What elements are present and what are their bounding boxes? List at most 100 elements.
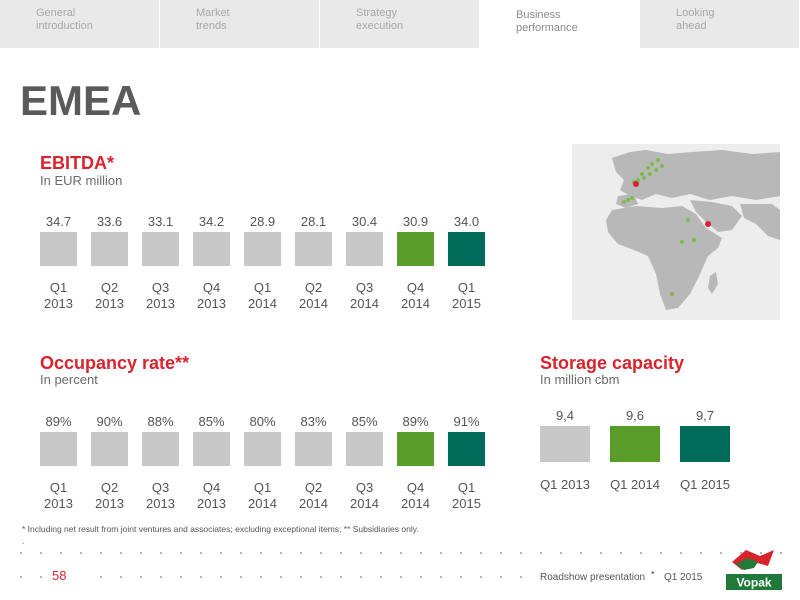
ebitda-bar: [397, 232, 434, 266]
ebitda-bar: [142, 232, 179, 266]
ebitda-category-label: Q1: [254, 280, 271, 295]
vopak-logo: Vopak: [726, 550, 782, 590]
ebitda-category-label: 2013: [44, 296, 73, 311]
ebitda-subtitle: In EUR million: [40, 173, 123, 188]
occupancy-value-label: 83%: [300, 414, 326, 429]
occupancy-category-label: Q4: [407, 480, 424, 495]
occupancy-category-label: Q3: [356, 480, 373, 495]
ebitda-bar: [244, 232, 281, 266]
footer-dot: [440, 576, 442, 578]
footer-dot: [440, 552, 442, 554]
occupancy-value-label: 88%: [147, 414, 173, 429]
footer-dot: [160, 576, 162, 578]
occupancy-category-label: 2013: [44, 496, 73, 511]
occupancy-value-label: 91%: [453, 414, 479, 429]
tab-looking-ahead[interactable]: Looking ahead: [640, 0, 800, 48]
footer-presentation-title: Roadshow presentation: [540, 572, 646, 583]
storage-chart: 9,4 Q1 2013 9,6 Q1 2014 9,7 Q1 2015: [540, 408, 730, 492]
occupancy-bar: [448, 432, 485, 466]
footer-dot: [360, 576, 362, 578]
footer-dot: [320, 552, 322, 554]
footer-dot: [520, 576, 522, 578]
occupancy-chart: 89%Q1201390%Q2201388%Q3201385%Q4201380%Q…: [40, 414, 485, 511]
emea-map-graphic: [606, 150, 780, 310]
occupancy-bar: [193, 432, 230, 466]
footer-dot: [740, 552, 742, 554]
footer-dot: [520, 552, 522, 554]
tab-business-performance[interactable]: Business performance: [480, 0, 640, 48]
footer-dot: [560, 552, 562, 554]
ebitda-category-label: Q1: [458, 280, 475, 295]
footer-dot: [400, 552, 402, 554]
tab-market-trends[interactable]: Market trends: [160, 0, 320, 48]
footer-dot: [180, 576, 182, 578]
footer-dot: [760, 552, 762, 554]
ebitda-category-label: 2014: [350, 296, 379, 311]
tab-general-introduction[interactable]: General introduction: [0, 0, 160, 48]
storage-value-label: 9,6: [626, 408, 644, 423]
ebitda-value-label: 30.4: [352, 214, 377, 229]
page-title: EMEA: [20, 77, 142, 124]
vopak-logo-text: Vopak: [736, 576, 771, 590]
ebitda-category-label: Q3: [356, 280, 373, 295]
ebitda-title: EBITDA*: [40, 153, 115, 173]
occupancy-value-label: 85%: [198, 414, 224, 429]
footer-dot: [720, 552, 722, 554]
footer-dot: [120, 552, 122, 554]
footer-dot: [300, 576, 302, 578]
occupancy-value-label: 89%: [45, 414, 71, 429]
ebitda-value-label: 34.0: [454, 214, 479, 229]
occupancy-bar: [244, 432, 281, 466]
footer-dot: [200, 552, 202, 554]
footer-separator: •: [651, 568, 655, 579]
occupancy-bar: [91, 432, 128, 466]
occupancy-value-label: 80%: [249, 414, 275, 429]
footer-dot: [460, 576, 462, 578]
page-number: 58: [52, 568, 67, 583]
occupancy-bar: [295, 432, 332, 466]
ebitda-bar: [91, 232, 128, 266]
ebitda-value-label: 34.7: [46, 214, 71, 229]
ebitda-bar: [448, 232, 485, 266]
footer-dot: [400, 576, 402, 578]
footer-dot: [280, 552, 282, 554]
occupancy-title: Occupancy rate**: [40, 353, 190, 373]
footer-dot: [280, 576, 282, 578]
footer-dot: [500, 576, 502, 578]
footer-dot: [100, 552, 102, 554]
footer-dot: [40, 576, 42, 578]
footer-dot: [160, 552, 162, 554]
storage-bar: [680, 426, 730, 462]
ebitda-bar: [193, 232, 230, 266]
storage-category-label: Q1 2014: [610, 477, 660, 492]
footer-dot-line-top: [0, 552, 800, 554]
ebitda-category-label: 2013: [197, 296, 226, 311]
occupancy-category-label: 2013: [146, 496, 175, 511]
ebitda-category-label: 2014: [248, 296, 277, 311]
footer-dot: [420, 576, 422, 578]
occupancy-category-label: 2014: [350, 496, 379, 511]
occupancy-category-label: 2014: [401, 496, 430, 511]
footer-dot: [120, 576, 122, 578]
footer-dot: [300, 552, 302, 554]
footer-dot: [260, 552, 262, 554]
ebitda-category-label: Q3: [152, 280, 169, 295]
occupancy-category-label: Q3: [152, 480, 169, 495]
ebitda-category-label: Q2: [305, 280, 322, 295]
ebitda-category-label: 2015: [452, 296, 481, 311]
ebitda-bar: [40, 232, 77, 266]
footer-dot: [140, 552, 142, 554]
footer-dot: [80, 552, 82, 554]
ebitda-category-label: 2013: [146, 296, 175, 311]
footer-dot: [640, 552, 642, 554]
storage-title: Storage capacity: [540, 353, 685, 373]
footer-dot: [40, 552, 42, 554]
storage-category-label: Q1 2013: [540, 477, 590, 492]
footer-dot-line-bottom: [0, 576, 800, 578]
footer-dot: [460, 552, 462, 554]
footer-dot: [260, 576, 262, 578]
footer-dot: [480, 552, 482, 554]
tab-strategy-execution[interactable]: Strategy execution: [320, 0, 480, 48]
ebitda-category-label: Q4: [407, 280, 424, 295]
storage-bar: [540, 426, 590, 462]
